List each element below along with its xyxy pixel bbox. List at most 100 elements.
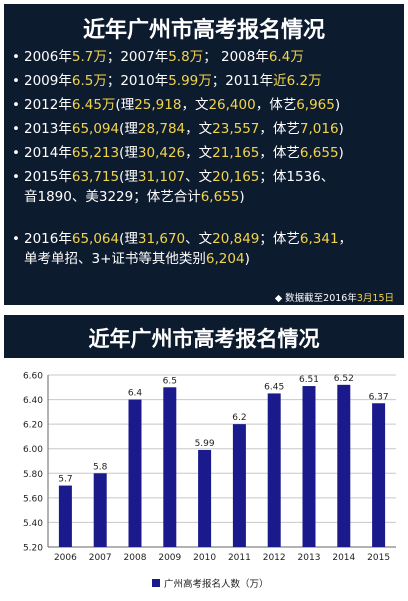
top-panel-title: 近年广州市高考报名情况 [82, 18, 325, 43]
highlight-value: 20,849 [212, 231, 260, 247]
highlight-value: 23,557 [212, 121, 260, 137]
highlight-value: 6,655 [200, 189, 240, 205]
highlight-value: 6,965 [296, 97, 335, 113]
highlight-value: 6.45万 [71, 97, 116, 113]
highlight-value: 31,670 [137, 231, 186, 247]
bar-value-label: 6.52 [334, 374, 354, 384]
line-text: (理 [115, 97, 135, 113]
line-text: (理 [119, 231, 138, 247]
line-text: ；2011年 [211, 73, 274, 89]
y-tick-label: 6.20 [23, 421, 43, 431]
highlight-value: 65,064 [71, 231, 120, 247]
line-text: ；2010年 [106, 73, 169, 89]
bar-value-label: 6.37 [369, 392, 389, 402]
data-cutoff-prefix: ◆ 数据截至2016年 [274, 293, 357, 304]
bar-value-label: 5.7 [58, 475, 72, 485]
highlight-value: 5.7万 [71, 49, 107, 65]
line-text: ，体艺 [259, 121, 300, 137]
line-text: ，体艺 [255, 97, 297, 113]
bar [232, 424, 246, 547]
highlight-value: 25,918 [134, 97, 182, 113]
line-text: ， [338, 231, 353, 247]
bar-value-label: 6.51 [299, 375, 319, 385]
y-tick-label: 5.80 [23, 470, 43, 480]
highlight-value: 63,715 [71, 169, 120, 185]
y-tick-label: 6.40 [23, 396, 43, 406]
bullet-icon: • [12, 73, 20, 89]
highlight-value: 28,784 [137, 121, 186, 137]
bar-value-label: 6.45 [264, 382, 284, 392]
line-text: 2012年 [24, 97, 72, 113]
bottom-chart-panel: 近年广州市高考报名情况 5.20 5.40 5.60 5.80 6.00 6.20 6.40… [4, 315, 404, 597]
line-text: 2006年 [24, 49, 72, 65]
line-text: ；体艺 [259, 231, 300, 247]
info-line: 单考单招、3+证书等其他类别6,204) [12, 250, 398, 268]
bar-value-label: 6.2 [232, 413, 246, 423]
data-cutoff-date: 3月15日 [356, 293, 394, 304]
x-tick-label: 2013 [298, 553, 321, 563]
line-text: 2015年 [24, 169, 72, 185]
highlight-value: 30,426 [137, 145, 186, 161]
info-line: • 2013年65,094(理28,784，文23,557，体艺7,016) [12, 120, 398, 138]
info-line: • 2009年6.5万；2010年5.99万；2011年近6.2万 [12, 72, 398, 90]
info-line: • 2015年63,715(理31,107、文20,165；体1536、 [12, 168, 398, 186]
line-text: ；体1536、 [259, 169, 335, 185]
bullet-icon: • [12, 49, 20, 65]
line-text: ) [334, 97, 341, 113]
bar-value-label: 6.5 [163, 376, 177, 386]
bar [163, 387, 177, 547]
chart-title: 近年广州市高考报名情况 [88, 327, 320, 351]
line-text: 、文 [185, 169, 213, 185]
line-text: ) [239, 189, 245, 205]
bullet-icon: • [12, 169, 20, 185]
y-tick-label: 5.40 [23, 519, 43, 529]
y-tick-label: 5.60 [23, 494, 43, 504]
y-tick-label: 5.20 [23, 544, 43, 554]
x-tick-label: 2008 [124, 553, 147, 563]
bar [58, 485, 72, 547]
bullet-icon: • [12, 97, 20, 113]
highlight-value: 6,655 [299, 145, 339, 161]
highlight-value: 65,094 [71, 121, 120, 137]
info-line: • 2016年65,064(理31,670、文20,849；体艺6,341， [12, 230, 398, 248]
highlight-value: 6.5万 [71, 73, 107, 89]
bar [372, 403, 386, 547]
highlight-value: 20,165 [212, 169, 260, 185]
bar-value-label: 5.8 [93, 462, 108, 472]
bullet-icon: • [12, 121, 20, 137]
line-text: 单考单招、3+证书等其他类别 [24, 251, 206, 267]
line-text: 、文 [185, 231, 213, 247]
line-text: 2013年 [24, 121, 72, 137]
highlight-value: 21,165 [212, 145, 260, 161]
highlight-value: 5.8万 [168, 49, 204, 65]
legend-swatch [152, 579, 160, 587]
line-text: (理 [119, 121, 138, 137]
line-text: 2016年 [24, 231, 72, 247]
highlight-value: 6,204 [205, 251, 245, 267]
bar [337, 384, 351, 547]
info-line: • 2014年65,213(理30,426，文21,165，体艺6,655) [12, 144, 398, 162]
line-text: ) [244, 251, 250, 267]
highlight-value: 65,213 [71, 145, 120, 161]
bar [302, 386, 316, 547]
highlight-value: 6.4万 [268, 49, 304, 65]
x-tick-label: 2009 [158, 553, 181, 563]
line-text: ，文 [185, 145, 213, 161]
line-text: (理 [119, 145, 138, 161]
line-text: 2014年 [24, 145, 72, 161]
y-tick-label: 6.00 [23, 445, 43, 455]
info-line: 音1890、美3229；体艺合计6,655) [12, 188, 398, 206]
bullet-icon: • [12, 145, 20, 161]
highlight-value: 26,400 [208, 97, 256, 113]
line-text: (理 [119, 169, 138, 185]
bar [267, 393, 281, 547]
line-text: ，体艺 [259, 145, 300, 161]
line-text: ) [338, 121, 344, 137]
line-text: 音1890、美3229；体艺合计 [24, 189, 201, 205]
info-line: • 2012年6.45万(理25,918，文26,400，体艺6,965) [12, 96, 398, 114]
info-line: • 2006年5.7万；2007年5.8万； 2008年6.4万 [12, 48, 398, 66]
bar-value-label: 6.4 [128, 389, 143, 399]
bar [93, 473, 107, 547]
line-text: ，文 [185, 121, 213, 137]
highlight-value: 5.99万 [168, 73, 212, 89]
